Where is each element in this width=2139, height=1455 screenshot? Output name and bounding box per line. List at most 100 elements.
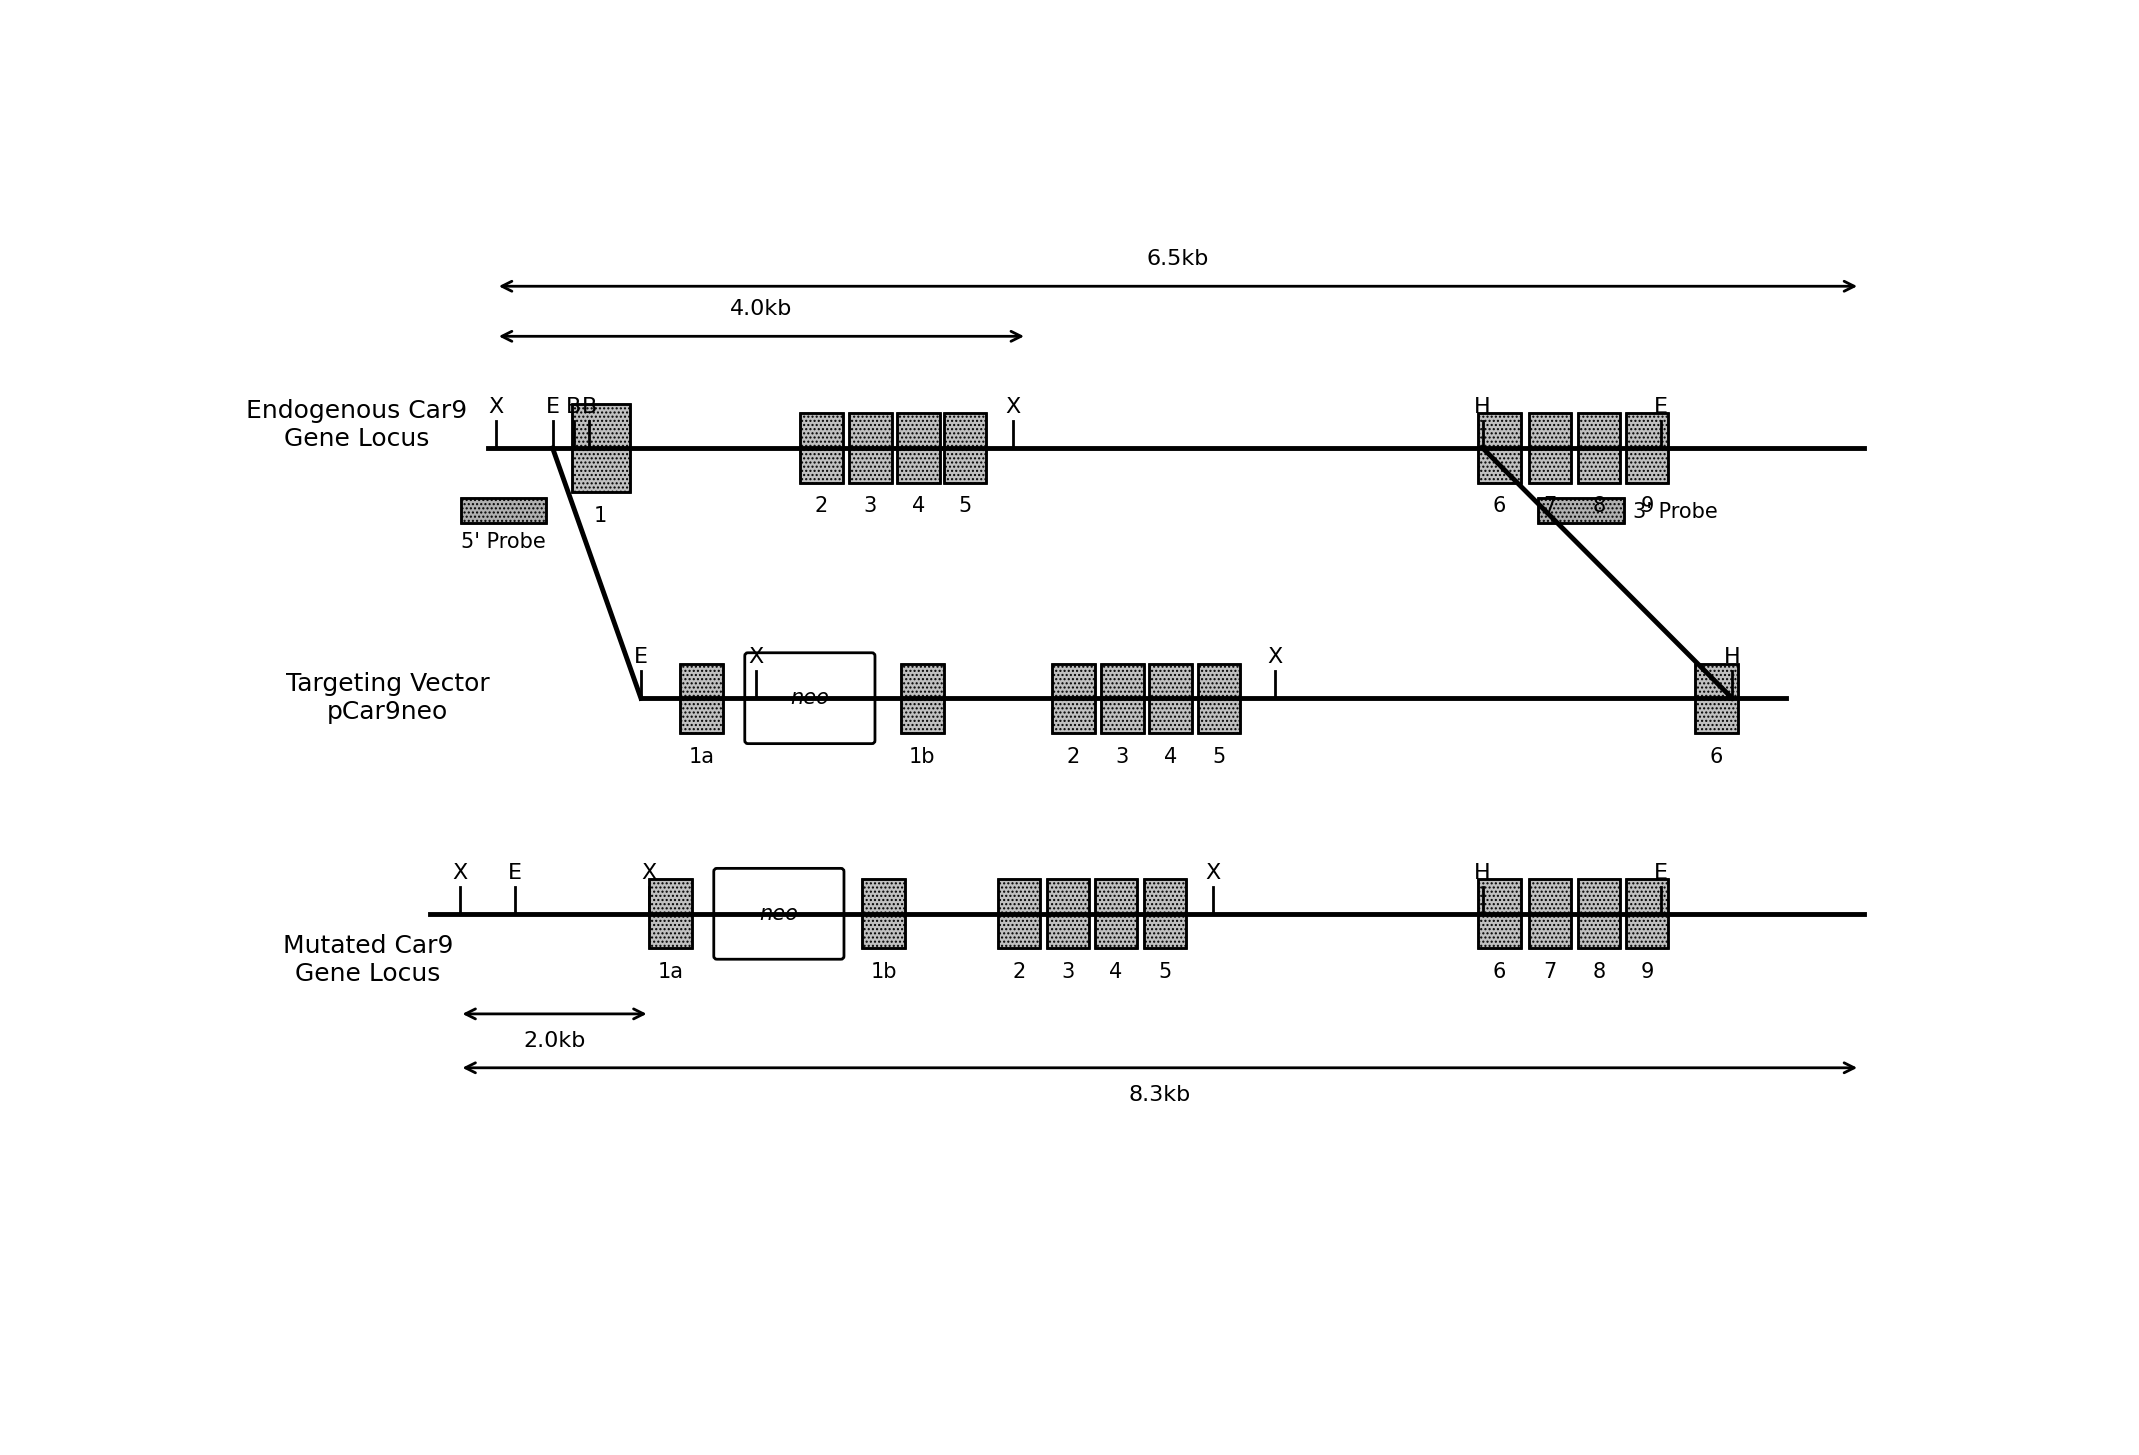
Text: 3: 3	[864, 496, 877, 517]
Bar	[849, 413, 892, 483]
Text: 6: 6	[1493, 962, 1506, 982]
Bar	[849, 413, 892, 483]
Bar	[901, 663, 943, 733]
Bar	[1144, 879, 1187, 949]
Bar	[462, 498, 545, 522]
Text: E: E	[545, 397, 560, 418]
Text: 3' Probe: 3' Probe	[1632, 502, 1718, 522]
Text: X: X	[1266, 647, 1283, 668]
Text: 3: 3	[1117, 746, 1129, 767]
Text: Targeting Vector
pCar9neo: Targeting Vector pCar9neo	[287, 672, 490, 725]
Text: E: E	[509, 863, 522, 883]
Text: 2: 2	[1012, 962, 1027, 982]
Bar	[1626, 879, 1668, 949]
Text: 2: 2	[815, 496, 828, 517]
Bar	[1478, 879, 1521, 949]
Text: X: X	[488, 397, 503, 418]
Bar	[1095, 879, 1138, 949]
Bar	[1538, 498, 1624, 522]
Bar	[1529, 879, 1572, 949]
Text: Mutated Car9
Gene Locus: Mutated Car9 Gene Locus	[282, 934, 453, 986]
Bar	[1149, 663, 1191, 733]
Text: 8: 8	[1591, 962, 1606, 982]
Bar	[1102, 663, 1144, 733]
Text: 6.5kb: 6.5kb	[1147, 249, 1209, 269]
Bar	[1626, 413, 1668, 483]
Text: 1: 1	[595, 506, 607, 527]
Bar	[1198, 663, 1241, 733]
Text: B: B	[582, 397, 597, 418]
Text: 4: 4	[911, 496, 924, 517]
Text: X: X	[451, 863, 466, 883]
Bar	[1696, 663, 1739, 733]
Bar	[997, 879, 1040, 949]
Bar	[648, 879, 691, 949]
Bar	[1579, 879, 1619, 949]
Bar	[800, 413, 843, 483]
Text: 6: 6	[1493, 496, 1506, 517]
Bar	[997, 879, 1040, 949]
Bar	[943, 413, 986, 483]
Bar	[1579, 879, 1619, 949]
Text: H: H	[1474, 397, 1491, 418]
Text: H: H	[1724, 647, 1741, 668]
Bar	[462, 498, 545, 522]
Bar	[1478, 413, 1521, 483]
Bar	[1095, 879, 1138, 949]
Bar	[1626, 879, 1668, 949]
Text: X: X	[749, 647, 764, 668]
Bar	[1529, 413, 1572, 483]
Text: 1a: 1a	[689, 746, 714, 767]
Bar	[571, 403, 629, 492]
Text: 7: 7	[1544, 496, 1557, 517]
Bar	[648, 879, 691, 949]
Text: neo: neo	[759, 904, 798, 924]
Bar	[901, 663, 943, 733]
Bar	[896, 413, 939, 483]
Text: neo: neo	[791, 688, 830, 709]
Bar	[1052, 663, 1095, 733]
Bar	[680, 663, 723, 733]
Bar	[1529, 413, 1572, 483]
Text: 1b: 1b	[909, 746, 935, 767]
Bar	[571, 403, 629, 492]
Text: 9: 9	[1641, 962, 1653, 982]
Text: 1b: 1b	[871, 962, 896, 982]
Bar	[896, 413, 939, 483]
Bar	[1198, 663, 1241, 733]
FancyBboxPatch shape	[714, 869, 845, 959]
Text: E: E	[1653, 397, 1668, 418]
Text: 2.0kb: 2.0kb	[524, 1030, 586, 1051]
Text: 5' Probe: 5' Probe	[462, 533, 545, 551]
Text: 8: 8	[1591, 496, 1606, 517]
Bar	[1579, 413, 1619, 483]
Bar	[1538, 498, 1624, 522]
Text: 2: 2	[1067, 746, 1080, 767]
Bar	[1478, 879, 1521, 949]
Bar	[1046, 879, 1089, 949]
Text: B: B	[567, 397, 582, 418]
Text: H: H	[1474, 863, 1491, 883]
Bar	[1052, 663, 1095, 733]
Text: 7: 7	[1544, 962, 1557, 982]
Bar	[1046, 879, 1089, 949]
Bar	[680, 663, 723, 733]
Bar	[862, 879, 905, 949]
Bar	[1102, 663, 1144, 733]
Text: X: X	[1204, 863, 1221, 883]
FancyBboxPatch shape	[744, 653, 875, 744]
Text: 1a: 1a	[657, 962, 682, 982]
Bar	[800, 413, 843, 483]
Text: X: X	[642, 863, 657, 883]
Bar	[1529, 879, 1572, 949]
Bar	[1626, 413, 1668, 483]
Text: 4: 4	[1110, 962, 1123, 982]
Text: E: E	[1653, 863, 1668, 883]
Text: 5: 5	[1213, 746, 1226, 767]
Bar	[943, 413, 986, 483]
Text: 3: 3	[1061, 962, 1074, 982]
Text: E: E	[633, 647, 648, 668]
Text: 9: 9	[1641, 496, 1653, 517]
Bar	[1149, 663, 1191, 733]
Bar	[1579, 413, 1619, 483]
